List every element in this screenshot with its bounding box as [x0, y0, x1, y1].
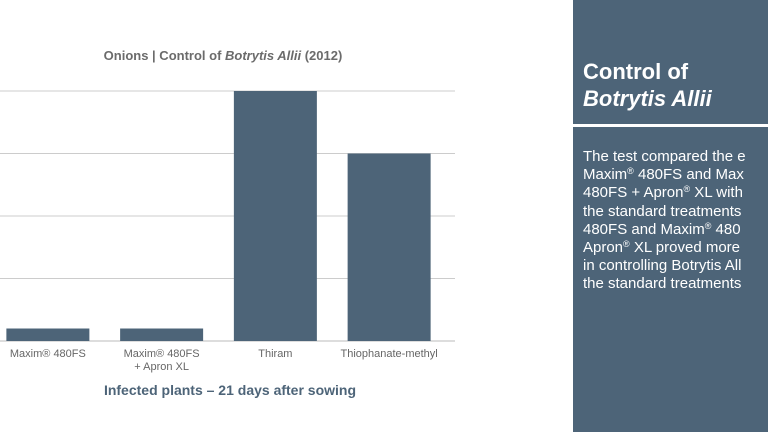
x-tick-label: Maxim® 480FS — [10, 348, 86, 360]
bar-chart: Maxim® 480FS Maxim® 480FS+ Apron XLThiram… — [0, 90, 455, 373]
x-axis-title: Infected plants – 21 days after sowing — [103, 382, 357, 398]
panel-body-line: Apron® XL proved more — [583, 239, 741, 257]
bar — [120, 328, 204, 341]
chart-title-italic: Botrytis Allii — [225, 48, 302, 63]
chart-title: Onions | Control of Botrytis Allii (2012… — [0, 48, 446, 63]
panel-divider — [573, 124, 768, 127]
chart-title-prefix: Onions | Control of — [103, 48, 226, 63]
bar — [233, 91, 317, 341]
panel-body-line: Maxim® 480FS and Max — [583, 166, 744, 184]
bar — [6, 328, 90, 341]
panel-heading-line-1: Control of — [583, 59, 689, 84]
panel-body-line: the standard treatments — [583, 275, 742, 293]
x-tick-label: + Apron XL — [134, 361, 189, 373]
panel-body-line: 480FS and Maxim® 480 — [583, 220, 741, 238]
panel-body-line: the standard treatments — [583, 202, 742, 220]
x-tick-label: Maxim® 480FS — [124, 348, 200, 360]
panel-heading-line-2: Botrytis Allii — [583, 86, 712, 111]
side-panel: Control of Botrytis Allii The test compa… — [573, 0, 768, 432]
chart-title-suffix: (2012) — [301, 48, 343, 63]
x-tick-label: Thiram — [258, 348, 292, 360]
panel-heading: Control of Botrytis Allii — [583, 58, 768, 112]
x-tick-label: Thiophanate-methyl — [341, 348, 438, 360]
bar — [347, 153, 431, 341]
panel-body-line: in controlling Botrytis All — [583, 257, 742, 275]
chart-area: Onions | Control of Botrytis Allii (2012… — [0, 48, 455, 398]
panel-body-line: 480FS + Apron® XL with — [583, 184, 743, 202]
panel-body-text: The test compared the e Maxim® 480FS and … — [583, 148, 768, 294]
panel-body-line: The test compared the e — [583, 148, 746, 165]
